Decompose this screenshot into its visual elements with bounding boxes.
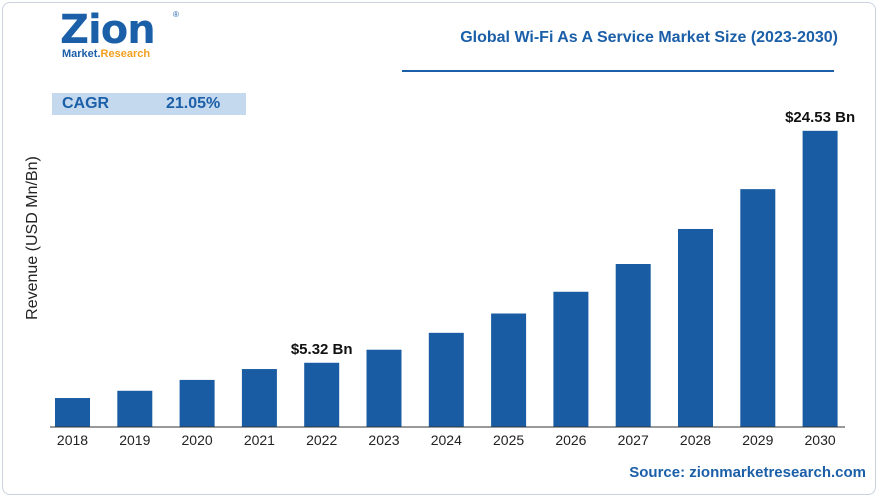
bar-2028 bbox=[678, 228, 713, 427]
x-tick-label-2023: 2023 bbox=[368, 432, 399, 448]
x-tick-label-2030: 2030 bbox=[805, 432, 836, 448]
bar-2030 bbox=[802, 130, 838, 427]
bar-2020 bbox=[179, 379, 215, 427]
logo-wordmark: Zion bbox=[60, 7, 156, 53]
x-tick-label-2025: 2025 bbox=[493, 432, 524, 448]
bar-2027 bbox=[615, 264, 651, 427]
bar-2023 bbox=[366, 349, 402, 427]
cagr-label: CAGR bbox=[62, 95, 110, 112]
cagr-badge: CAGR 21.05% bbox=[52, 93, 246, 115]
bar-2021 bbox=[241, 369, 277, 427]
zion-logo: Zion ® Market.Research bbox=[60, 8, 180, 64]
bar-2026 bbox=[553, 291, 589, 427]
x-tick-label-2029: 2029 bbox=[742, 432, 773, 448]
data-label-2030: $24.53 Bn bbox=[785, 109, 855, 126]
logo-subtitle: Market.Research bbox=[62, 48, 151, 60]
header-divider bbox=[402, 70, 834, 72]
x-tick-label-2026: 2026 bbox=[555, 432, 586, 448]
bar-2018 bbox=[55, 398, 90, 427]
x-tick-label-2027: 2027 bbox=[618, 432, 649, 448]
x-tick-label-2019: 2019 bbox=[119, 432, 150, 448]
bar-2029 bbox=[740, 189, 776, 427]
logo-registered-mark: ® bbox=[173, 10, 179, 19]
bar-2022 bbox=[304, 362, 340, 427]
x-tick-label-2024: 2024 bbox=[431, 432, 462, 448]
x-tick-label-2028: 2028 bbox=[680, 432, 711, 448]
source-credit: Source: zionmarketresearch.com bbox=[629, 464, 866, 481]
x-tick-label-2022: 2022 bbox=[306, 432, 337, 448]
chart-title: Global Wi-Fi As A Service Market Size (2… bbox=[460, 29, 838, 46]
bar-2025 bbox=[491, 313, 527, 427]
x-tick-label-2021: 2021 bbox=[244, 432, 275, 448]
x-tick-label-2018: 2018 bbox=[57, 432, 88, 448]
bar-2024 bbox=[428, 332, 464, 427]
cagr-value: 21.05% bbox=[166, 95, 221, 112]
data-label-2022: $5.32 Bn bbox=[291, 341, 353, 358]
bar-2019 bbox=[117, 390, 153, 427]
x-tick-label-2020: 2020 bbox=[182, 432, 213, 448]
